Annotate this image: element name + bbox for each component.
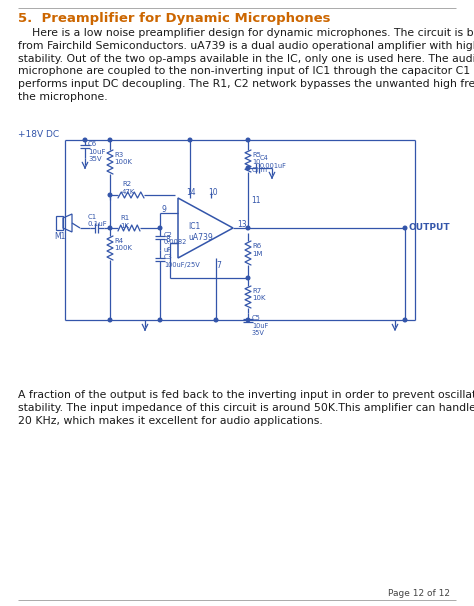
Text: R3
100K: R3 100K: [114, 152, 132, 165]
Text: 10: 10: [208, 188, 218, 197]
Text: A fraction of the output is fed back to the inverting input in order to prevent : A fraction of the output is fed back to …: [18, 390, 474, 425]
Text: 14: 14: [186, 188, 196, 197]
Circle shape: [246, 318, 250, 322]
Circle shape: [403, 226, 407, 230]
Text: 5.  Preamplifier for Dynamic Microphones: 5. Preamplifier for Dynamic Microphones: [18, 12, 330, 25]
Text: 13: 13: [237, 220, 246, 229]
Text: 8: 8: [166, 235, 171, 244]
Text: C4
0.001uF: C4 0.001uF: [260, 155, 287, 168]
Text: R4
100K: R4 100K: [114, 238, 132, 251]
Circle shape: [246, 276, 250, 280]
Text: R7
10K: R7 10K: [252, 288, 265, 302]
Text: C1
0.1uF: C1 0.1uF: [88, 214, 108, 227]
Circle shape: [158, 318, 162, 322]
Text: Here is a low noise preamplifier design for dynamic microphones. The circuit is : Here is a low noise preamplifier design …: [18, 28, 474, 102]
Text: R6
1M: R6 1M: [252, 243, 263, 256]
Text: C3
100uF/25V: C3 100uF/25V: [164, 254, 200, 267]
Circle shape: [214, 318, 218, 322]
Circle shape: [108, 193, 112, 197]
Circle shape: [246, 138, 250, 142]
Text: R5
10
Ohm: R5 10 Ohm: [252, 152, 268, 173]
Circle shape: [158, 226, 162, 230]
Circle shape: [108, 318, 112, 322]
Text: M1: M1: [54, 232, 65, 241]
Circle shape: [83, 138, 87, 142]
Circle shape: [188, 138, 192, 142]
Circle shape: [108, 226, 112, 230]
Bar: [56, 216, 63, 230]
Text: +18V DC: +18V DC: [18, 130, 59, 139]
Text: R2
47K: R2 47K: [122, 181, 136, 195]
Circle shape: [246, 226, 250, 230]
Text: 7: 7: [216, 261, 221, 270]
Circle shape: [403, 318, 407, 322]
Text: OUTPUT: OUTPUT: [409, 223, 451, 232]
Circle shape: [108, 138, 112, 142]
Text: Page 12 of 12: Page 12 of 12: [388, 589, 450, 598]
Text: C2
0.0082
uF: C2 0.0082 uF: [164, 232, 187, 253]
Circle shape: [246, 166, 250, 170]
Text: 11: 11: [251, 196, 261, 205]
Text: 9: 9: [162, 205, 167, 214]
Text: C6
10uF
35V: C6 10uF 35V: [88, 141, 106, 162]
Text: IC1
uA739: IC1 uA739: [188, 222, 213, 242]
Text: C5
10uF
35V: C5 10uF 35V: [252, 315, 268, 336]
Text: R1
1K: R1 1K: [120, 215, 129, 228]
